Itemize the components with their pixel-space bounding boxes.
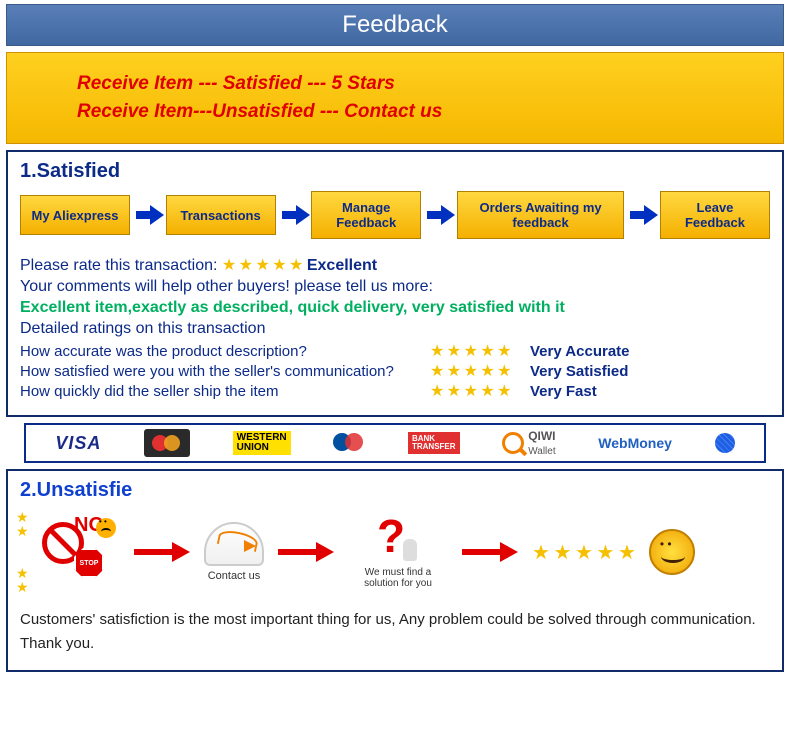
globe-icon xyxy=(715,433,735,453)
happy-face-icon xyxy=(649,529,695,575)
contact-us-label: Contact us xyxy=(204,570,264,582)
rating-question: How quickly did the seller ship the item xyxy=(20,383,430,400)
stop-sign-icon: STOP xyxy=(74,548,104,578)
star-icon: ★★ xyxy=(16,566,29,594)
detailed-heading: Detailed ratings on this transaction xyxy=(20,320,770,338)
star-icon: ★ ★ ★ ★ ★ xyxy=(430,361,530,381)
rating-question: How accurate was the product description… xyxy=(20,343,430,360)
star-icon: ★ ★ ★ ★ ★ xyxy=(430,341,530,361)
instruction-banner: Receive Item --- Satisfied --- 5 Stars R… xyxy=(6,52,784,144)
contact-us-block: Contact us xyxy=(204,522,264,582)
solution-block: We must find a solution for you xyxy=(348,515,448,589)
flow-step: My Aliexpress xyxy=(20,195,130,235)
qiwi-logo: QIWIWallet xyxy=(502,429,555,457)
webmoney-logo: WebMoney xyxy=(598,435,672,451)
solution-label: We must find a solution for you xyxy=(348,567,448,589)
flow-step: Transactions xyxy=(166,195,276,235)
rating-answer: Very Fast xyxy=(530,383,597,400)
visa-logo: VISA xyxy=(55,433,101,454)
sad-face-icon xyxy=(96,518,116,538)
rating-answer: Very Satisfied xyxy=(530,363,628,380)
arrow-icon xyxy=(278,542,334,562)
rate-line: Please rate this transaction: ★ ★ ★ ★ ★ … xyxy=(20,255,770,275)
unsatisfied-section: 2.Unsatisfie ★★ ★★ NO STOP Contact us We… xyxy=(6,469,784,672)
satisfied-title: 1.Satisfied xyxy=(20,160,770,183)
flow-step: Orders Awaiting my feedback xyxy=(457,191,625,239)
flow-step: Manage Feedback xyxy=(311,191,421,239)
arrow-icon xyxy=(427,205,451,225)
rate-value: Excellent xyxy=(307,257,377,274)
arrow-icon xyxy=(282,205,306,225)
email-icon xyxy=(204,522,264,566)
arrow-icon xyxy=(462,542,518,562)
rating-row: How accurate was the product description… xyxy=(20,341,770,361)
western-union-logo: WESTERNUNION xyxy=(233,431,291,455)
rating-row: How satisfied were you with the seller's… xyxy=(20,361,770,381)
star-icon: ★ ★ ★ ★ ★ xyxy=(222,257,303,274)
question-mark-icon xyxy=(373,515,423,565)
qiwi-icon xyxy=(502,432,524,454)
mastercard-logo xyxy=(144,429,190,457)
rating-answer: Very Accurate xyxy=(530,343,630,360)
banner-line-unsatisfied: Receive Item---Unsatisfied --- Contact u… xyxy=(77,101,773,123)
satisfied-flow: My Aliexpress Transactions Manage Feedba… xyxy=(20,191,770,239)
satisfied-section: 1.Satisfied My Aliexpress Transactions M… xyxy=(6,150,784,417)
arrow-icon xyxy=(136,205,160,225)
star-icon: ★★ xyxy=(16,510,29,538)
star-icon: ★ ★ ★ ★ ★ xyxy=(430,381,530,401)
no-negative-block: ★★ ★★ NO STOP xyxy=(20,512,120,592)
maestro-logo xyxy=(333,429,365,457)
comments-prompt: Your comments will help other buyers! pl… xyxy=(20,278,770,296)
rate-label: Please rate this transaction: xyxy=(20,257,217,274)
bank-transfer-logo: BANKTRANSFER xyxy=(408,432,460,454)
feedback-header: Feedback xyxy=(6,4,784,46)
unsatisfied-title: 2.Unsatisfie xyxy=(20,479,770,502)
arrow-icon xyxy=(630,205,654,225)
rating-question: How satisfied were you with the seller's… xyxy=(20,363,430,380)
banner-line-satisfied: Receive Item --- Satisfied --- 5 Stars xyxy=(77,73,773,95)
flow-step: Leave Feedback xyxy=(660,191,770,239)
star-icon: ★ ★ ★ ★ ★ xyxy=(532,540,635,565)
unsatisfied-footer: Customers' satisfiction is the most impo… xyxy=(20,608,770,656)
payment-methods-strip: VISA WESTERNUNION BANKTRANSFER QIWIWalle… xyxy=(24,423,766,463)
rating-row: How quickly did the seller ship the item… xyxy=(20,381,770,401)
unsatisfied-flow: ★★ ★★ NO STOP Contact us We must find a … xyxy=(20,512,770,592)
sample-comment: Excellent item,exactly as described, qui… xyxy=(20,299,770,317)
arrow-icon xyxy=(134,542,190,562)
